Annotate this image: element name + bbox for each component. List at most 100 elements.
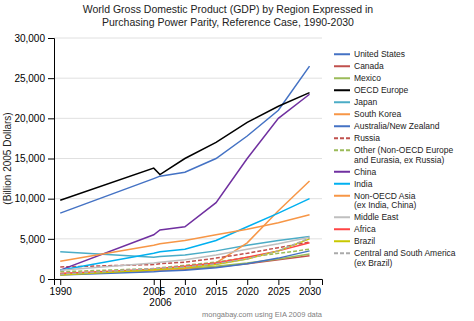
x-tick: 2005 — [143, 279, 166, 297]
x-tick-label: 2005 — [143, 286, 166, 297]
y-axis: 05,00010,00015,00020,00025,00030,000 — [14, 33, 54, 285]
y-tick-mark — [48, 78, 54, 79]
x-tick-label: 2030 — [299, 286, 322, 297]
legend-item: Russia — [334, 133, 380, 143]
y-tick-mark — [48, 159, 54, 160]
y-tick-mark — [48, 38, 54, 39]
legend-label: Non-OECD Asia(ex India, China) — [354, 191, 417, 211]
x-tick-mark — [160, 279, 161, 296]
legend-swatch — [334, 228, 350, 230]
legend-swatch — [334, 89, 350, 91]
y-tick-mark — [48, 239, 54, 240]
x-tick: 2020 — [237, 279, 260, 297]
x-tick-label: 2020 — [237, 286, 260, 297]
x-axis-line — [55, 280, 323, 286]
x-axis: 1990 200520062010 2015 2020 2025 2030 — [50, 279, 323, 308]
chart: World Gross Domestic Product (GDP) by Re… — [0, 0, 474, 321]
y-tick: 0 — [39, 274, 54, 285]
series-line — [60, 237, 309, 270]
y-tick: 20,000 — [14, 113, 54, 124]
y-tick-label: 20,000 — [14, 113, 45, 124]
legend-swatch — [334, 252, 350, 254]
grid-line — [54, 118, 322, 119]
legend-label: Brazil — [354, 236, 375, 246]
legend-item: OECD Europe — [334, 85, 409, 95]
y-tick-label: 0 — [39, 274, 45, 285]
series-line — [60, 181, 309, 275]
series-line — [60, 215, 309, 262]
y-tick: 30,000 — [14, 33, 54, 44]
title: World Gross Domestic Product (GDP) by Re… — [83, 3, 374, 28]
legend-swatch — [334, 101, 350, 103]
legend-label: South Korea — [354, 109, 402, 119]
legend-item: Non-OECD Asia(ex India, China) — [334, 191, 417, 211]
legend-swatch — [334, 65, 350, 67]
legend-swatch — [334, 137, 350, 139]
x-tick-mark — [247, 279, 248, 285]
legend-label: Russia — [354, 133, 380, 143]
legend-label: Central and South America(ex Brazil) — [354, 248, 456, 268]
x-tick-mark — [60, 279, 61, 285]
legend-label: China — [354, 167, 376, 177]
legend-swatch — [334, 149, 350, 151]
legend-swatch — [334, 77, 350, 79]
y-axis-line — [48, 39, 55, 280]
x-tick-label: 2015 — [205, 286, 228, 297]
grid-line — [54, 38, 322, 39]
plot: 1990200520062010201520202025203005,00010… — [14, 33, 322, 308]
x-tick: 2025 — [268, 279, 291, 297]
x-tick-label: 1990 — [50, 286, 73, 297]
legend-item: Japan — [334, 97, 377, 107]
legend-item: China — [334, 167, 376, 177]
x-tick-label: 2006 — [149, 297, 172, 308]
annotation: mongabay.com using EIA 2009 data — [202, 310, 323, 319]
legend-item: United States — [334, 49, 405, 59]
legend-swatch — [334, 125, 350, 127]
legend-label: Canada — [354, 61, 384, 71]
grid-line — [54, 198, 322, 199]
series-line — [60, 243, 309, 274]
y-label: (Billion 2005 Dollars) — [2, 112, 13, 204]
legend-swatch — [334, 183, 350, 185]
series-line — [60, 238, 309, 274]
legend-item: Africa — [334, 224, 376, 234]
grid-line — [54, 78, 322, 79]
legend-label: Middle East — [354, 212, 399, 222]
x-tick: 1990 — [50, 279, 73, 297]
legend: United States Canada Mexico OECD Europe Japa… — [334, 49, 456, 268]
legend-swatch — [334, 195, 350, 197]
legend-swatch — [334, 216, 350, 218]
y-tick-mark — [48, 199, 54, 200]
legend-item: South Korea — [334, 109, 402, 119]
legend-label: India — [354, 179, 373, 189]
legend-label: Australia/New Zealand — [354, 121, 440, 131]
y-tick-label: 15,000 — [14, 153, 45, 164]
legend-label: Other (Non-OECD Europeand Eurasia, ex Ru… — [354, 145, 453, 165]
x-tick: 2010 — [174, 279, 197, 297]
legend-item: Australia/New Zealand — [334, 121, 440, 131]
legend-item: India — [334, 179, 373, 189]
legend-label: Africa — [354, 224, 376, 234]
x-tick: 2015 — [205, 279, 228, 297]
legend-swatch — [334, 240, 350, 242]
series-line — [60, 93, 309, 201]
grid-line — [54, 158, 322, 159]
legend-swatch — [334, 113, 350, 115]
grid — [54, 38, 322, 279]
series-line — [60, 94, 309, 270]
legend-item: Central and South America(ex Brazil) — [334, 248, 456, 268]
x-tick-label: 2010 — [174, 286, 197, 297]
series-line — [60, 239, 309, 275]
legend-item: Middle East — [334, 212, 399, 222]
legend-item: Mexico — [334, 73, 381, 83]
legend-item: Other (Non-OECD Europeand Eurasia, ex Ru… — [334, 145, 453, 165]
y-tick-label: 10,000 — [14, 193, 45, 204]
x-tick: 2030 — [299, 279, 322, 297]
x-tick-mark — [216, 279, 217, 285]
legend-label: United States — [354, 49, 405, 59]
x-tick-mark — [154, 279, 155, 285]
legend-label: OECD Europe — [354, 85, 409, 95]
legend-swatch — [334, 171, 350, 173]
x-tick: 2006 — [149, 279, 172, 308]
y-tick: 10,000 — [14, 193, 54, 204]
